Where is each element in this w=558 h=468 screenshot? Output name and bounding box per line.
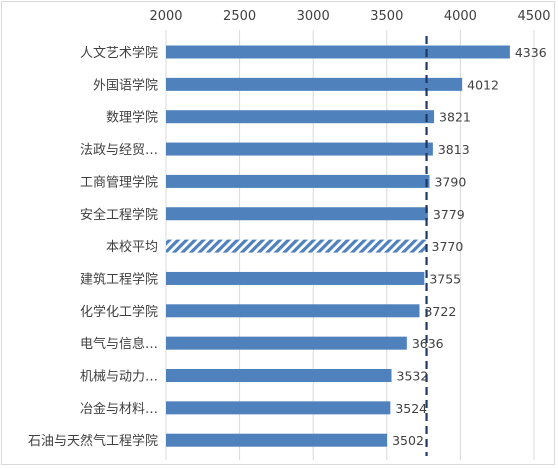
- category-label: 本校平均: [106, 239, 158, 255]
- data-label: 4336: [515, 45, 547, 60]
- category-label: 化学化工学院: [80, 304, 158, 320]
- category-label: 法政与经贸…: [80, 143, 158, 158]
- bars: [166, 45, 510, 447]
- category-label: 数理学院: [106, 110, 158, 126]
- bar: [166, 336, 407, 350]
- x-tick-label: 4500: [517, 9, 550, 24]
- category-label: 外国语学院: [93, 77, 158, 93]
- bar: [166, 369, 392, 382]
- category-label: 人文艺术学院: [80, 45, 158, 61]
- x-tick-label: 3000: [297, 9, 330, 24]
- bar: [166, 207, 428, 221]
- data-label: 3755: [429, 271, 461, 286]
- bar-average: [166, 239, 427, 253]
- x-tick-label: 2000: [149, 9, 182, 24]
- category-label: 冶金与材料…: [80, 401, 158, 417]
- bar: [166, 174, 430, 188]
- gridlines: [165, 30, 535, 460]
- x-axis-ticks: 2000 2500 3000 3500 4000 4500: [149, 9, 550, 24]
- data-label: 3813: [438, 142, 470, 157]
- x-tick-label: 3500: [370, 9, 403, 24]
- bar: [166, 142, 433, 156]
- category-label: 电气与信息…: [80, 336, 158, 352]
- data-label: 3821: [439, 110, 471, 125]
- bar: [166, 45, 510, 59]
- data-label: 3790: [434, 174, 466, 189]
- data-label: 3502: [392, 433, 424, 448]
- bar: [166, 401, 391, 415]
- bar: [166, 271, 425, 285]
- category-label: 建筑工程学院: [80, 271, 158, 287]
- data-label: 3770: [432, 239, 464, 254]
- bar: [166, 110, 435, 124]
- category-label: 石油与天然气工程学院: [28, 433, 158, 449]
- bar: [166, 433, 388, 447]
- data-label: 4012: [467, 77, 499, 92]
- data-label: 3524: [395, 401, 427, 416]
- bar: [166, 77, 463, 91]
- data-labels: 4336 4012 3821 3813 3790 3779 3770 3755 3722 3636…: [392, 45, 547, 448]
- data-label: 3636: [412, 336, 444, 351]
- category-label: 工商管理学院: [80, 174, 158, 190]
- category-label: 机械与动力…: [80, 370, 158, 385]
- data-label: 3779: [433, 207, 465, 222]
- x-tick-label: 4000: [444, 9, 477, 24]
- x-tick-label: 2500: [223, 9, 256, 24]
- data-label: 3722: [424, 304, 456, 319]
- bar: [166, 304, 420, 318]
- data-label: 3532: [397, 369, 429, 384]
- category-label: 安全工程学院: [80, 207, 158, 223]
